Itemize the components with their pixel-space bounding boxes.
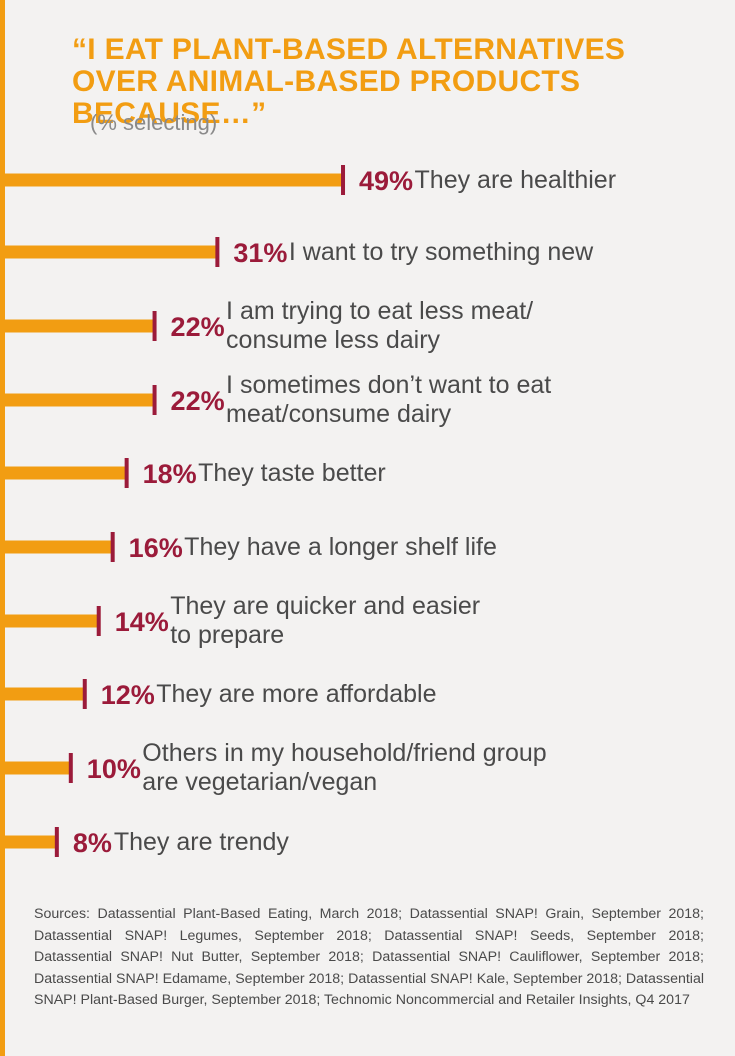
bar-end-cap-5 (124, 458, 129, 488)
bar-chart: 49% 31% 22% 22% 18% 16% 14% 12% 10% 8% (0, 165, 413, 858)
chart-subtitle: (% selecting) (90, 110, 218, 135)
value-label-7: 14% (115, 607, 169, 637)
bar-8 (0, 687, 84, 701)
bar-end-cap-10 (54, 827, 59, 857)
bar-end-cap-4 (152, 385, 157, 415)
bar-3 (0, 319, 154, 333)
value-label-6: 16% (129, 533, 183, 563)
category-label-8: They are more affordable (156, 680, 436, 709)
left-accent-rule (0, 0, 5, 1056)
category-label-line: I am trying to eat less meat/ (226, 297, 534, 325)
bar-5 (0, 466, 126, 480)
bar-end-cap-7 (96, 606, 101, 636)
category-label-1: They are healthier (415, 166, 617, 195)
category-label-line: I sometimes don’t want to eat (226, 371, 552, 399)
category-label-7: They are quicker and easier to prepare (170, 592, 480, 650)
bar-end-cap-3 (152, 311, 157, 341)
bar-2 (0, 245, 217, 259)
value-label-2: 31% (233, 238, 287, 268)
category-label-line: meat/consume dairy (226, 400, 452, 428)
value-label-4: 22% (171, 386, 225, 416)
category-label-line: They taste better (198, 458, 386, 487)
bar-end-cap-8 (82, 679, 87, 709)
value-label-9: 10% (87, 754, 141, 784)
bar-end-cap-6 (110, 532, 115, 562)
category-label-5: They taste better (198, 459, 386, 488)
category-label-line: They are healthier (414, 165, 617, 194)
category-label-line: They have a longer shelf life (184, 532, 497, 561)
bar-4 (0, 393, 154, 407)
bar-10 (0, 835, 56, 849)
bar-6 (0, 540, 112, 554)
value-label-8: 12% (101, 680, 155, 710)
bar-9 (0, 761, 70, 775)
value-label-1: 49% (359, 166, 413, 196)
category-label-line: to prepare (170, 621, 285, 649)
bar-end-cap-2 (215, 237, 220, 267)
category-label-3: I am trying to eat less meat/consume les… (226, 297, 533, 355)
category-label-line: They are quicker and easier (170, 592, 481, 620)
bar-7 (0, 614, 98, 628)
category-label-10: They are trendy (114, 828, 289, 857)
category-label-line: They are more affordable (156, 679, 437, 708)
value-label-3: 22% (171, 312, 225, 342)
category-label-line: I want to try something new (288, 237, 594, 266)
sources-note: Sources: Datassential Plant-Based Eating… (34, 906, 704, 1008)
category-label-line: Others in my household/friend group (142, 739, 547, 767)
category-label-9: Others in my household/friend group are v… (142, 739, 546, 797)
bar-end-cap-1 (341, 165, 346, 195)
category-label-2: I want to try something new (289, 238, 593, 267)
category-label-line: consume less dairy (226, 326, 441, 354)
value-label-10: 8% (73, 828, 112, 858)
chart-title: “I EAT PLANT-BASED ALTERNATIVES OVER ANI… (72, 33, 626, 130)
category-label-line: They are trendy (113, 827, 289, 856)
bar-end-cap-9 (68, 753, 73, 783)
category-label-line: are vegetarian/vegan (142, 768, 378, 796)
value-label-5: 18% (143, 459, 197, 489)
bar-1 (0, 173, 343, 187)
category-label-6: They have a longer shelf life (184, 533, 497, 562)
category-label-4: I sometimes don’t want to eat meat/consum… (226, 371, 551, 429)
